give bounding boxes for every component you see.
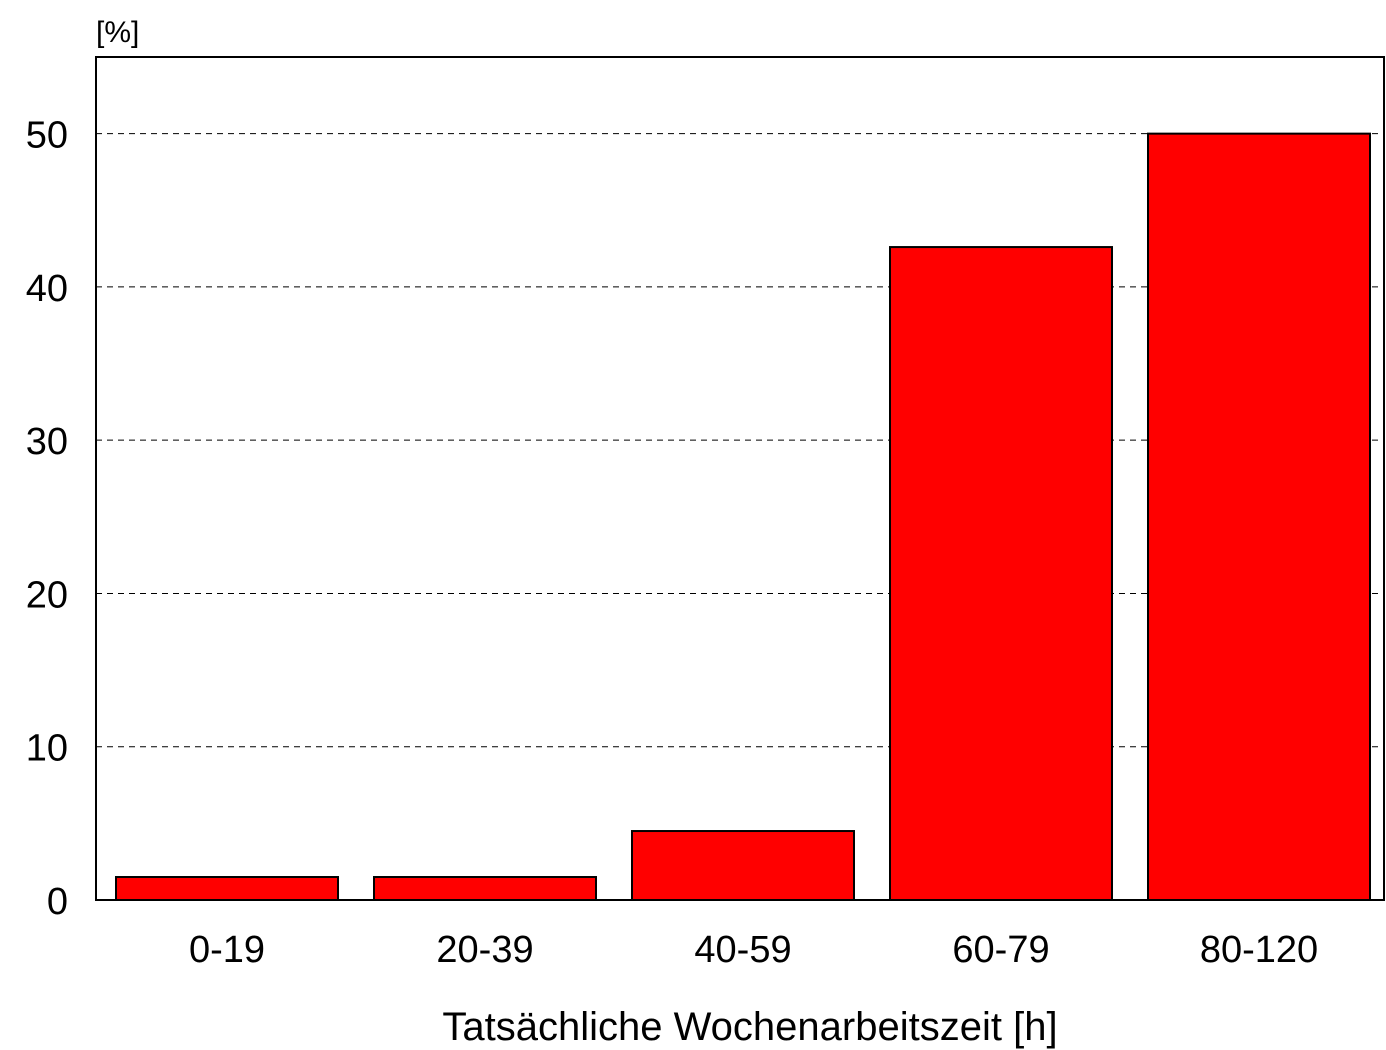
y-tick-label: 10 — [26, 728, 68, 770]
y-tick-label: 50 — [26, 115, 68, 157]
x-tick-label: 0-19 — [189, 929, 265, 971]
x-axis-ticks: 0-19 20-39 40-59 60-79 80-120 — [189, 929, 1318, 971]
bar-40-59 — [631, 830, 855, 902]
y-tick-label: 30 — [26, 421, 68, 463]
bar-80-120 — [1147, 132, 1371, 902]
y-axis-ticks: 0 10 20 30 40 50 — [26, 115, 68, 923]
y-axis-unit-label: [%] — [96, 16, 139, 49]
x-tick-label: 60-79 — [952, 929, 1049, 971]
bar-60-79 — [889, 246, 1113, 902]
y-tick-label: 0 — [47, 881, 68, 923]
gridlines — [96, 133, 1384, 748]
y-tick-label: 20 — [26, 574, 68, 616]
x-tick-label: 80-120 — [1200, 929, 1318, 971]
bars — [115, 132, 1371, 902]
x-tick-label: 20-39 — [436, 929, 533, 971]
bar-20-39 — [373, 876, 597, 902]
bar-0-19 — [115, 876, 339, 902]
y-tick-label: 40 — [26, 268, 68, 310]
x-tick-label: 40-59 — [694, 929, 791, 971]
x-axis-title: Tatsächliche Wochenarbeitszeit [h] — [442, 1005, 1057, 1049]
plot-frame — [95, 56, 1385, 901]
